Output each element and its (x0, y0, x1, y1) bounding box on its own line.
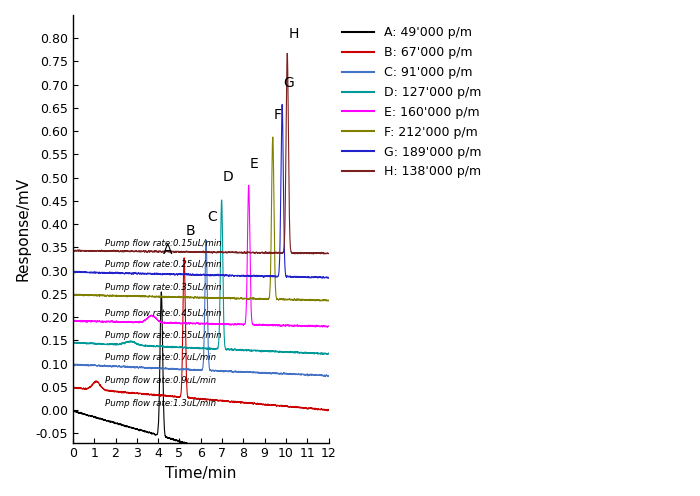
Y-axis label: Response/mV: Response/mV (15, 177, 30, 281)
Text: Pump flow rate:0.9uL/min: Pump flow rate:0.9uL/min (105, 376, 216, 385)
Text: H: H (288, 27, 299, 41)
Text: B: B (186, 224, 195, 238)
Text: C: C (207, 210, 217, 224)
Text: Pump flow rate:0.55uL/min: Pump flow rate:0.55uL/min (105, 331, 221, 340)
Text: D: D (223, 170, 233, 184)
Text: Pump flow rate:0.45uL/min: Pump flow rate:0.45uL/min (105, 309, 221, 318)
X-axis label: Time/min: Time/min (165, 466, 237, 481)
Text: G: G (284, 76, 294, 90)
Text: Pump flow rate:0.7uL/min: Pump flow rate:0.7uL/min (105, 353, 216, 362)
Text: Pump flow rate:0.35uL/min: Pump flow rate:0.35uL/min (105, 283, 221, 292)
Text: Pump flow rate:0.15uL/min: Pump flow rate:0.15uL/min (105, 239, 221, 248)
Legend: A: 49'000 p/m, B: 67'000 p/m, C: 91'000 p/m, D: 127'000 p/m, E: 160'000 p/m, F: : A: 49'000 p/m, B: 67'000 p/m, C: 91'000 … (337, 21, 486, 184)
Text: Pump flow rate:1.3uL/min: Pump flow rate:1.3uL/min (105, 399, 216, 408)
Text: A: A (162, 243, 172, 256)
Text: F: F (274, 108, 282, 122)
Text: Pump flow rate:0.25uL/min: Pump flow rate:0.25uL/min (105, 260, 221, 269)
Text: E: E (250, 157, 258, 171)
